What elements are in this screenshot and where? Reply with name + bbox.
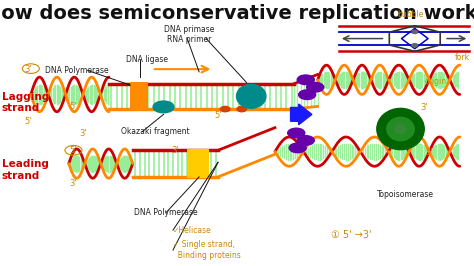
Text: DNA primase
RNA primer: DNA primase RNA primer (164, 25, 215, 44)
Text: Okazaki fragment: Okazaki fragment (121, 127, 190, 136)
Circle shape (412, 30, 418, 34)
Text: ① 5' →3': ① 5' →3' (330, 230, 371, 240)
Circle shape (412, 44, 418, 47)
Circle shape (220, 106, 230, 112)
Text: How does semiconservative replication work?: How does semiconservative replication wo… (0, 4, 474, 23)
Text: origin: origin (424, 77, 447, 86)
Circle shape (288, 128, 305, 138)
Text: 3': 3' (420, 103, 428, 112)
Text: ✓Helicase: ✓Helicase (173, 226, 212, 235)
Text: Leading
strand: Leading strand (2, 159, 49, 181)
Text: 3': 3' (25, 65, 32, 74)
Text: DNA ligase: DNA ligase (126, 55, 168, 64)
Text: bubble: bubble (397, 10, 423, 19)
Bar (187, 149, 209, 178)
Text: 5': 5' (25, 117, 32, 126)
Ellipse shape (377, 109, 424, 149)
Text: 3': 3' (79, 128, 87, 138)
Circle shape (307, 82, 324, 92)
Text: ✓ Single strand,
  Binding proteins: ✓ Single strand, Binding proteins (173, 240, 241, 260)
Text: 5': 5' (70, 146, 77, 155)
Circle shape (297, 136, 314, 145)
Circle shape (289, 143, 306, 153)
Bar (130, 82, 148, 110)
Text: Lagging
strand: Lagging strand (2, 92, 49, 113)
Circle shape (297, 75, 314, 85)
Text: fork: fork (455, 53, 470, 62)
FancyArrow shape (291, 104, 312, 125)
Text: 3': 3' (172, 146, 179, 155)
Ellipse shape (387, 117, 414, 141)
Text: DNA Polymerase: DNA Polymerase (134, 208, 198, 217)
Text: 5': 5' (70, 102, 77, 111)
Text: 5': 5' (425, 148, 433, 157)
Text: Topoisomerase: Topoisomerase (377, 190, 434, 199)
Ellipse shape (237, 84, 266, 108)
Text: DNA Polymerase: DNA Polymerase (45, 66, 109, 75)
Text: 5': 5' (214, 111, 222, 120)
Ellipse shape (394, 124, 406, 134)
Circle shape (153, 101, 174, 113)
Circle shape (237, 106, 246, 112)
Text: 3': 3' (70, 179, 77, 188)
Circle shape (299, 90, 316, 99)
